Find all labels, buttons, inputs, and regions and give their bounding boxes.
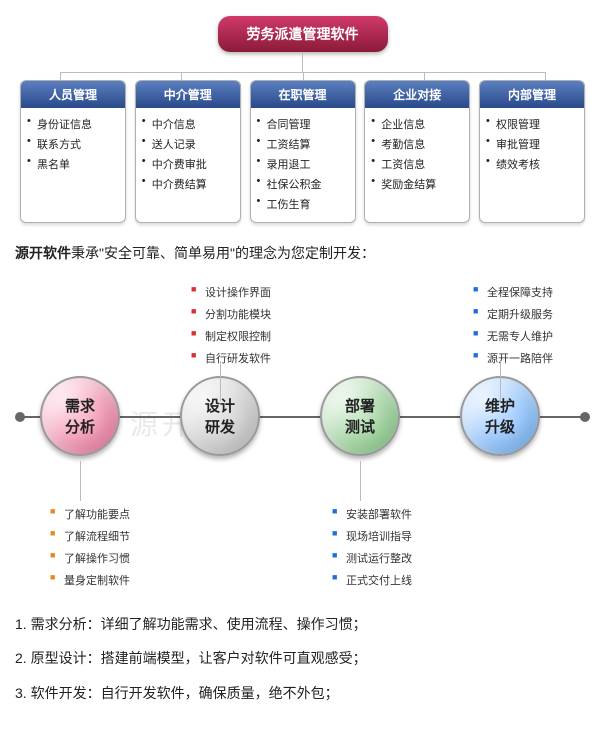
flow-bullet: 分割功能模块 bbox=[191, 303, 302, 325]
module-item: 送人记录 bbox=[142, 134, 234, 154]
flow-bullet: 量身定制软件 bbox=[50, 569, 161, 591]
flow-bullet: 了解操作习惯 bbox=[50, 547, 161, 569]
module-item: 身份证信息 bbox=[27, 114, 119, 134]
step-item: 3. 软件开发：自行开发软件，确保质量，绝不外包； bbox=[15, 682, 590, 704]
flow-bullet: 了解功能要点 bbox=[50, 503, 161, 525]
module-item: 社保公积金 bbox=[257, 174, 349, 194]
module-head: 中介管理 bbox=[136, 81, 240, 108]
flow-bullet: 定期升级服务 bbox=[473, 303, 584, 325]
step-item: 2. 原型设计：搭建前端模型，让客户对软件可直观感受； bbox=[15, 647, 590, 669]
module-card: 在职管理合同管理工资结算录用退工社保公积金工伤生育 bbox=[250, 80, 356, 223]
module-item: 审批管理 bbox=[486, 134, 578, 154]
module-item: 奖励金结算 bbox=[371, 174, 463, 194]
flow-bullet: 自行研发软件 bbox=[191, 347, 302, 369]
module-head: 企业对接 bbox=[365, 81, 469, 108]
module-item: 中介费审批 bbox=[142, 154, 234, 174]
intro-strong: 源开软件 bbox=[15, 245, 71, 261]
phase-circle: 需求分析 bbox=[40, 376, 120, 456]
module-card: 内部管理权限管理审批管理绩效考核 bbox=[479, 80, 585, 223]
module-item: 联系方式 bbox=[27, 134, 119, 154]
flow-bullet: 现场培训指导 bbox=[332, 525, 443, 547]
module-item: 中介信息 bbox=[142, 114, 234, 134]
intro-text: 源开软件秉承"安全可靠、简单易用"的理念为您定制开发： bbox=[15, 243, 590, 263]
module-card: 人员管理身份证信息联系方式黑名单 bbox=[20, 80, 126, 223]
module-item: 考勤信息 bbox=[371, 134, 463, 154]
module-item: 合同管理 bbox=[257, 114, 349, 134]
process-flow: 设计操作界面分割功能模块制定权限控制自行研发软件 全程保障支持定期升级服务无需专人… bbox=[20, 281, 585, 591]
module-head: 人员管理 bbox=[21, 81, 125, 108]
flow-bullet: 正式交付上线 bbox=[332, 569, 443, 591]
module-item: 权限管理 bbox=[486, 114, 578, 134]
module-item: 工伤生育 bbox=[257, 194, 349, 214]
flow-bullet: 设计操作界面 bbox=[191, 281, 302, 303]
main-title: 劳务派遣管理软件 bbox=[218, 16, 388, 52]
flow-bullet: 源开一路陪伴 bbox=[473, 347, 584, 369]
module-tree: 劳务派遣管理软件 人员管理身份证信息联系方式黑名单中介管理中介信息送人记录中介费… bbox=[15, 16, 590, 223]
module-card: 中介管理中介信息送人记录中介费审批中介费结算 bbox=[135, 80, 241, 223]
module-item: 工资结算 bbox=[257, 134, 349, 154]
flow-bullet: 制定权限控制 bbox=[191, 325, 302, 347]
step-item: 1. 需求分析：详细了解功能需求、使用流程、操作习惯； bbox=[15, 613, 590, 635]
flow-bullet: 无需专人维护 bbox=[473, 325, 584, 347]
flow-bullet: 了解流程细节 bbox=[50, 525, 161, 547]
module-item: 企业信息 bbox=[371, 114, 463, 134]
flow-bullet: 测试运行整改 bbox=[332, 547, 443, 569]
module-head: 内部管理 bbox=[480, 81, 584, 108]
module-item: 绩效考核 bbox=[486, 154, 578, 174]
module-item: 黑名单 bbox=[27, 154, 119, 174]
module-item: 中介费结算 bbox=[142, 174, 234, 194]
steps-list: 1. 需求分析：详细了解功能需求、使用流程、操作习惯； 2. 原型设计：搭建前端模… bbox=[15, 613, 590, 704]
module-card: 企业对接企业信息考勤信息工资信息奖励金结算 bbox=[364, 80, 470, 223]
module-item: 工资信息 bbox=[371, 154, 463, 174]
intro-rest: 秉承"安全可靠、简单易用"的理念为您定制开发： bbox=[71, 245, 375, 261]
module-item: 录用退工 bbox=[257, 154, 349, 174]
phase-circle: 部署测试 bbox=[320, 376, 400, 456]
flow-bullet: 安装部署软件 bbox=[332, 503, 443, 525]
flow-bullet: 全程保障支持 bbox=[473, 281, 584, 303]
module-head: 在职管理 bbox=[251, 81, 355, 108]
